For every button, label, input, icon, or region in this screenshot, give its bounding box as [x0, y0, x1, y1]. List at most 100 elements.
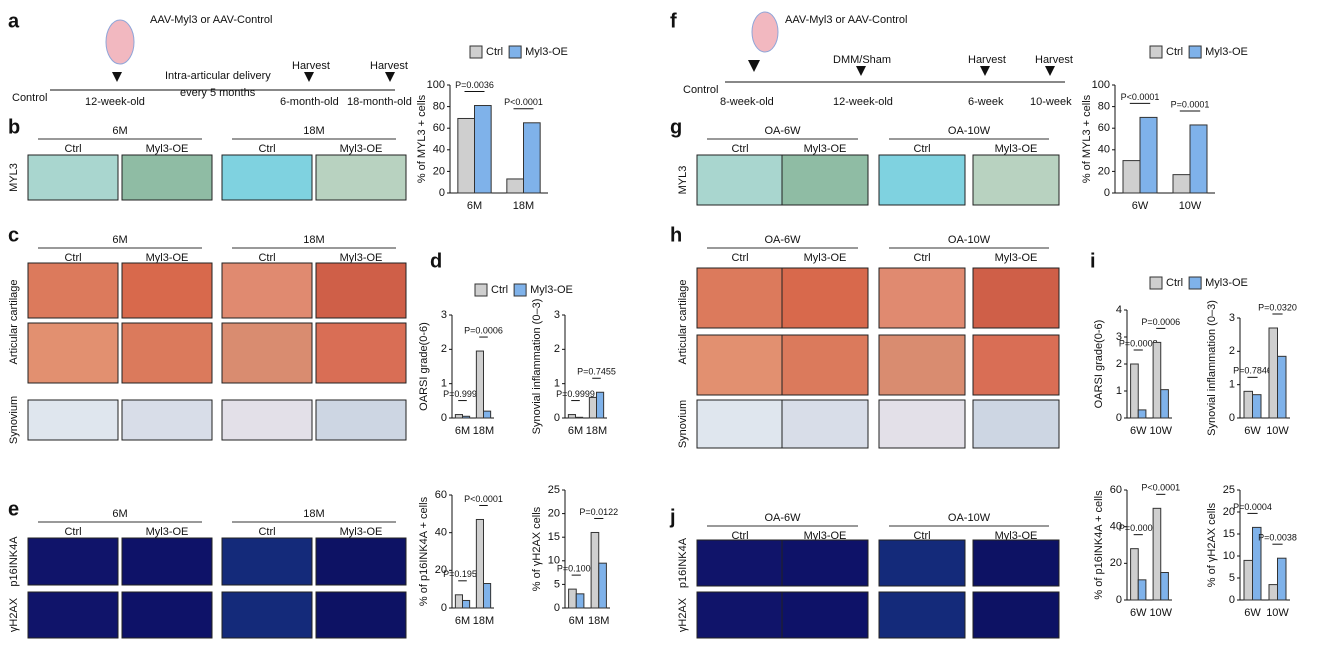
bar — [474, 105, 492, 194]
legend-swatch — [469, 45, 483, 59]
micrograph — [696, 399, 784, 449]
micrograph — [781, 591, 869, 639]
y-tick-label: 80 — [433, 101, 445, 113]
y-tick-label: 10 — [548, 555, 560, 567]
micrograph — [878, 267, 966, 329]
y-tick-label: 40 — [1110, 521, 1122, 533]
y-tick-label: 1 — [1116, 385, 1122, 397]
micrograph — [696, 334, 784, 396]
bar — [483, 583, 492, 609]
bar — [1252, 526, 1262, 601]
bar — [454, 414, 463, 419]
micrograph — [121, 262, 213, 319]
column-label: Myl3-OE — [995, 143, 1038, 155]
y-tick-label: 25 — [1223, 484, 1235, 496]
bar — [1172, 174, 1191, 194]
panel-letter: g — [670, 116, 682, 138]
micrograph — [781, 267, 869, 329]
micrograph — [27, 537, 119, 586]
column-label: Ctrl — [258, 252, 275, 264]
bar — [1130, 363, 1139, 419]
group-label: 6M — [112, 234, 127, 246]
x-tick-label: 10W — [1266, 425, 1289, 437]
legend-label: Myl3-OE — [1205, 46, 1248, 58]
bar — [1189, 124, 1208, 194]
group-label: OA-10W — [948, 512, 991, 524]
bar — [1160, 389, 1169, 419]
p-value: P<0.0001 — [504, 97, 543, 107]
y-tick-label: 0 — [554, 412, 560, 424]
label: 6-month-old — [280, 96, 339, 108]
x-tick-label: 6W — [1130, 425, 1147, 437]
micrograph — [221, 262, 313, 319]
micrograph — [221, 591, 313, 639]
y-tick-label: 1 — [1229, 379, 1235, 391]
micrograph — [27, 322, 119, 384]
label: 6-week — [968, 96, 1004, 108]
x-tick-label: 18M — [513, 200, 534, 212]
y-tick-label: 0 — [441, 412, 447, 424]
bar — [588, 396, 597, 419]
y-tick-label: 2 — [441, 343, 447, 355]
x-tick-label: 10W — [1179, 200, 1202, 212]
y-axis-label: OARSI grade(0-6) — [1093, 320, 1105, 409]
column-label: Ctrl — [913, 530, 930, 542]
y-tick-label: 20 — [1098, 165, 1110, 177]
legend-label: Myl3-OE — [1205, 277, 1248, 289]
bar — [575, 416, 584, 419]
p-value: P=0.1008 — [557, 563, 596, 573]
legend-label: Ctrl — [486, 46, 503, 58]
panel-letter: d — [430, 250, 442, 272]
y-tick-label: 60 — [435, 489, 447, 501]
micrograph — [696, 591, 784, 639]
micrograph — [878, 334, 966, 396]
micrograph — [972, 154, 1060, 206]
legend-swatch — [508, 45, 522, 59]
p-value: P<0.0001 — [464, 494, 503, 504]
label: Intra-articular delivery — [165, 70, 271, 82]
x-tick-label: 10W — [1149, 607, 1172, 619]
bar — [596, 391, 605, 419]
row-label: MYL3 — [677, 166, 689, 195]
micrograph — [315, 537, 407, 586]
bar — [1137, 409, 1147, 419]
panel-letter: b — [8, 116, 20, 138]
micrograph — [121, 154, 213, 201]
p-value: P=0.1959 — [443, 569, 482, 579]
p-value: P=0.0001 — [1171, 99, 1210, 109]
bar — [462, 599, 471, 609]
p-value: P=0.0001 — [1119, 523, 1158, 533]
y-tick-label: 60 — [1098, 122, 1110, 134]
bar — [475, 350, 484, 419]
vector: AAV-Myl3 or AAV-Control — [785, 14, 907, 26]
x-tick-label: 18M — [588, 615, 609, 627]
panel-letter: c — [8, 224, 19, 246]
y-tick-label: 0 — [1229, 412, 1235, 424]
label: 10-week — [1030, 96, 1072, 108]
column-label: Myl3-OE — [340, 526, 383, 538]
group-label: OA-10W — [948, 125, 991, 137]
panel-letter: i — [1090, 250, 1096, 272]
bar — [568, 588, 577, 609]
p-value: P=0.9999 — [556, 389, 595, 399]
bar — [1137, 579, 1147, 601]
p-value: P=0.0038 — [1258, 533, 1297, 543]
x-tick-label: 6W — [1244, 607, 1261, 619]
column-label: Myl3-OE — [340, 143, 383, 155]
p-value: P<0.0001 — [1141, 483, 1180, 493]
y-tick-label: 3 — [1229, 312, 1235, 324]
bar — [1268, 584, 1278, 601]
y-tick-label: 20 — [435, 564, 447, 576]
p-value: P=0.0122 — [579, 507, 618, 517]
x-tick-label: 6W — [1244, 425, 1261, 437]
y-axis-label: OARSI grade(0-6) — [418, 322, 430, 411]
row-label: Articular cartilage — [677, 280, 689, 365]
column-label: Myl3-OE — [995, 252, 1038, 264]
bar — [523, 122, 541, 194]
row-label: p16INK4A — [677, 537, 689, 588]
vector: AAV-Myl3 or AAV-Control — [150, 14, 272, 26]
group-label: 18M — [303, 125, 324, 137]
x-tick-label: 6W — [1132, 200, 1149, 212]
micrograph — [696, 539, 784, 587]
